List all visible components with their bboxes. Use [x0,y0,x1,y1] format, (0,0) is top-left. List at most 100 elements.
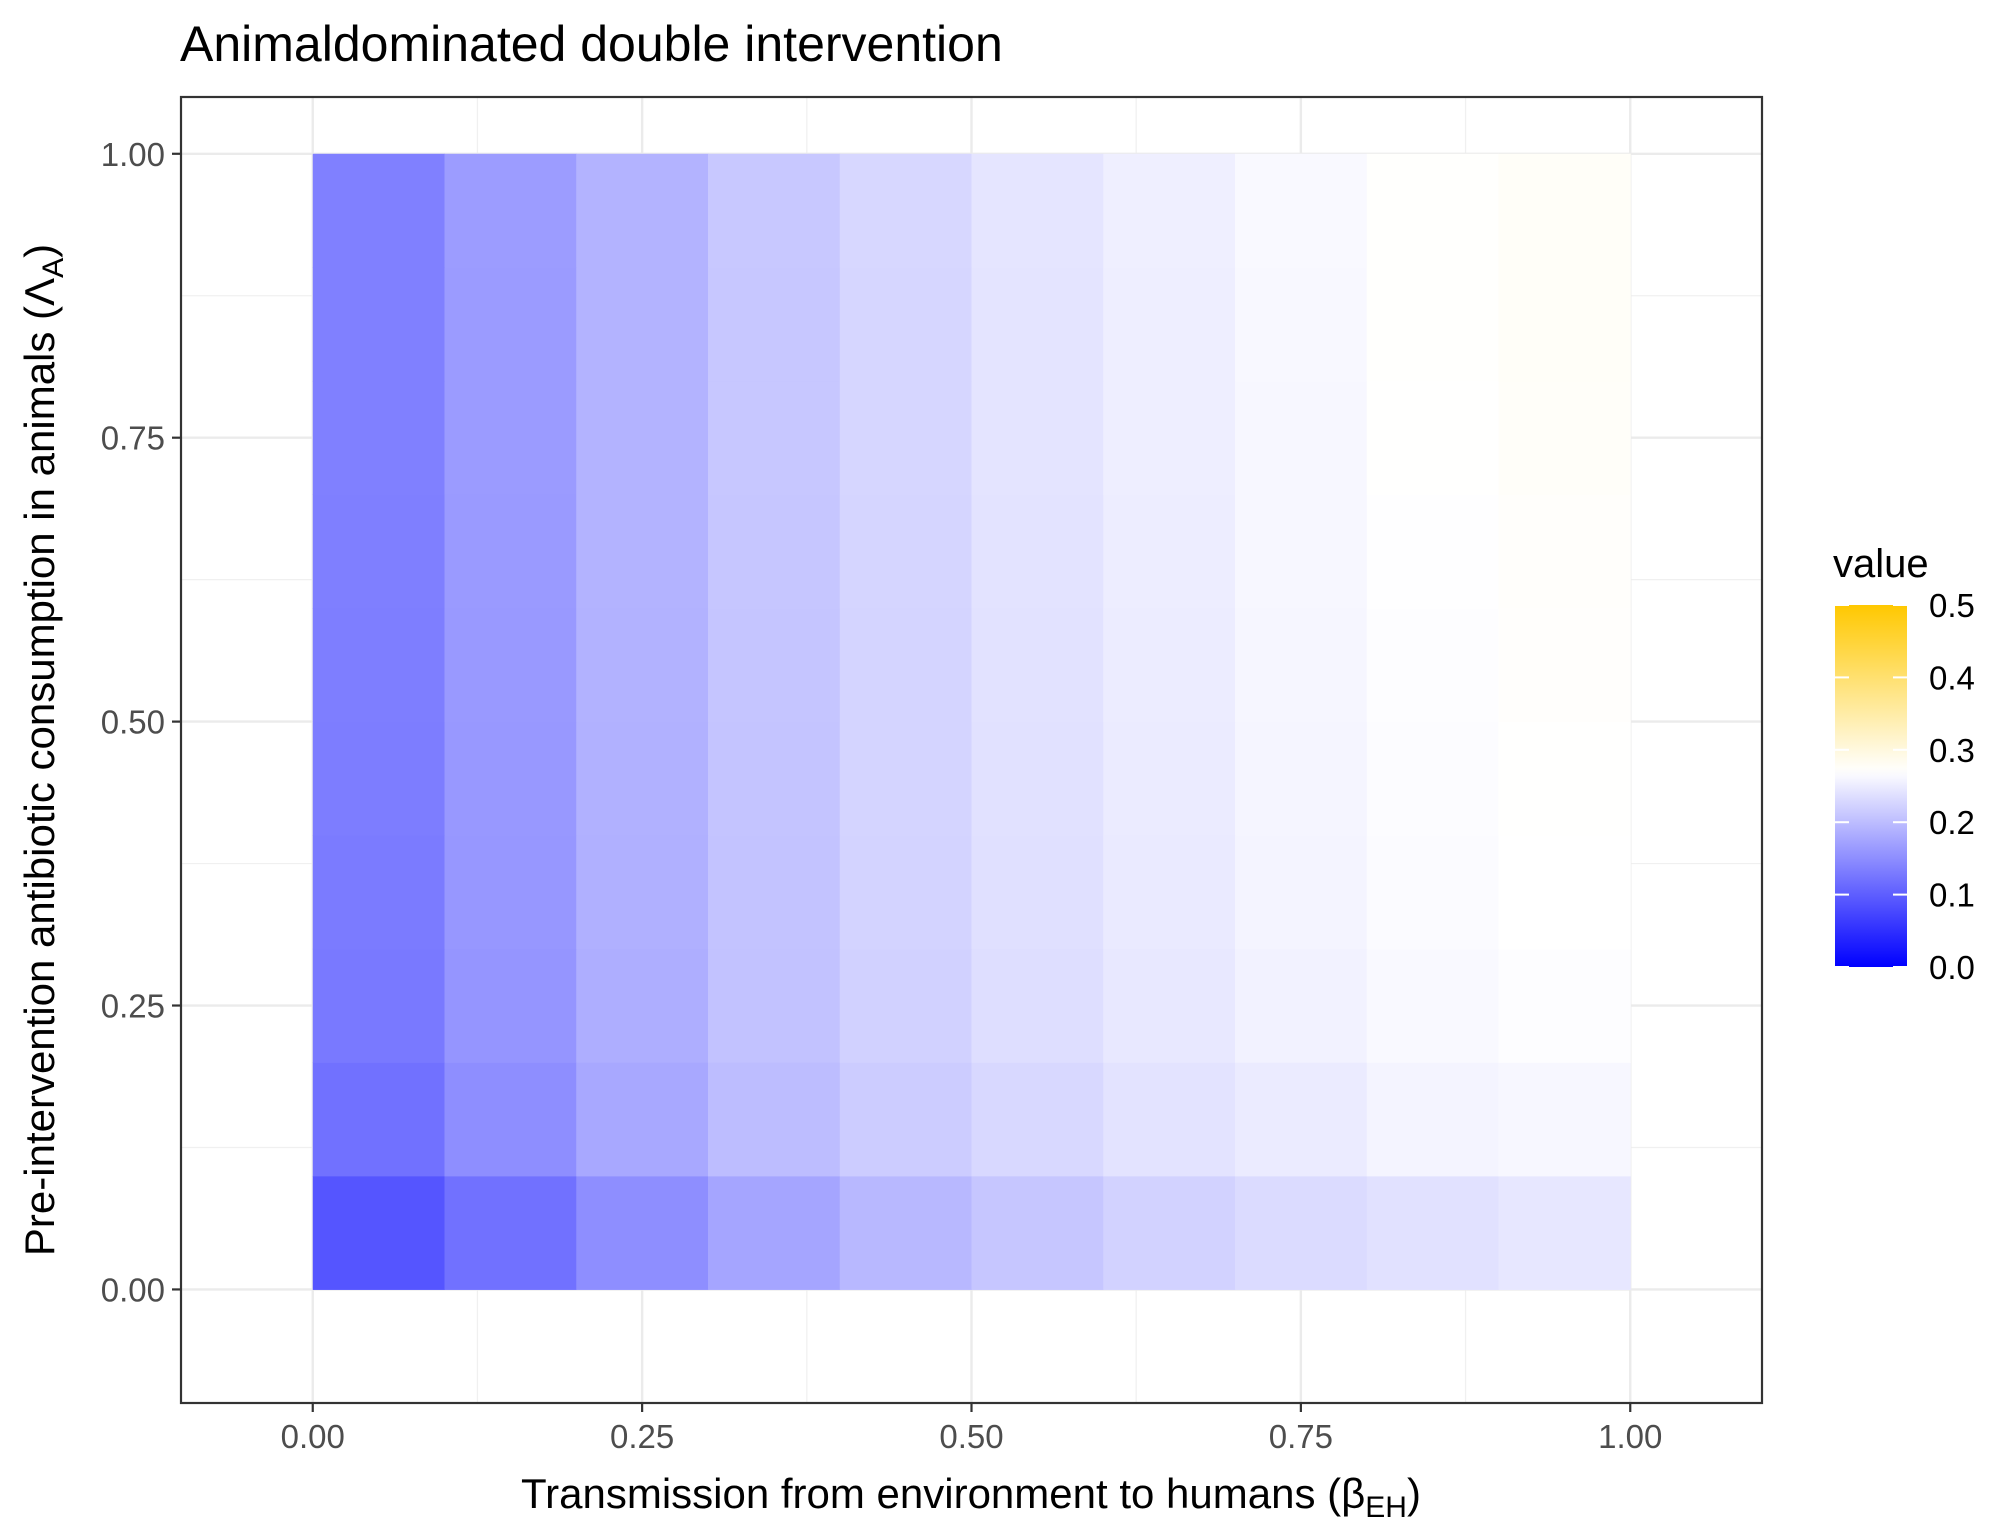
heatmap-cell [1366,153,1499,268]
legend-tick-label: 0.4 [1929,659,1975,696]
heatmap-cell [839,721,972,836]
heatmap-cell [971,494,1104,609]
heatmap-cell [1235,380,1368,495]
legend-ticks: 0.0 0.1 0.2 0.3 0.4 0.5 [1835,587,1975,986]
heatmap-cell [971,721,1104,836]
heatmap-cell [708,1062,841,1177]
chart-title: Animaldominated double intervention [180,16,1003,72]
heatmap-cell [1103,494,1236,609]
heatmap-cell [1366,1175,1499,1290]
heatmap-cell [1366,1062,1499,1177]
heatmap-cell [971,1062,1104,1177]
legend-tick-label: 0.0 [1929,949,1975,986]
x-axis: 0.00 0.25 0.50 0.75 1.00 [281,1403,1662,1455]
heatmap-cell [1235,267,1368,382]
heatmap-cell [1103,721,1236,836]
x-axis-title: Transmission from environment to humans … [521,1470,1421,1524]
heatmap-cell [312,721,445,836]
heatmap-cell [971,1175,1104,1290]
heatmap-cell [839,1062,972,1177]
heatmap-cell [1103,380,1236,495]
x-tick-label: 0.75 [1269,1418,1333,1455]
heatmap-cell [971,608,1104,723]
heatmap-cell [312,948,445,1063]
heatmap-cell [1235,153,1368,268]
heatmap-cell [444,608,577,723]
x-tick-label: 0.25 [610,1418,674,1455]
heatmap-cell [1103,267,1236,382]
heatmap-cell [708,494,841,609]
heatmap-cell [708,1175,841,1290]
heatmap-cell [312,835,445,950]
heatmap-cell [1235,608,1368,723]
heatmap-cell [444,1062,577,1177]
heatmap-cell [839,948,972,1063]
legend-tick-label: 0.2 [1929,804,1975,841]
heatmap-cell [576,721,709,836]
legend-title: value [1833,542,1929,586]
heatmap-cell [312,153,445,268]
heatmap-cell [576,1175,709,1290]
x-tick-label: 0.00 [281,1418,345,1455]
heatmap-cell [839,608,972,723]
heatmap-cell [839,494,972,609]
heatmap-cell [312,494,445,609]
heatmap-cell [971,267,1104,382]
heatmap-cell [708,267,841,382]
heatmap-cell [1103,835,1236,950]
heatmap-cell [708,835,841,950]
y-tick-label: 1.00 [101,136,165,173]
heatmap-cell [444,835,577,950]
heatmap-cell [576,835,709,950]
heatmap-cell [839,380,972,495]
heatmap-cell [1235,835,1368,950]
heatmap-cell [576,153,709,268]
heatmap-cell [576,608,709,723]
heatmap-cell [312,267,445,382]
heatmap-cell [444,721,577,836]
x-tick-label: 0.50 [939,1418,1003,1455]
x-axis-title-main: Transmission from environment to humans … [521,1470,1365,1517]
heatmap-cell [1235,948,1368,1063]
heatmap-cell [1498,835,1631,950]
heatmap-cell [1103,153,1236,268]
heatmap-cell [1366,494,1499,609]
heatmap-cell [1498,494,1631,609]
heatmap-cell [1103,608,1236,723]
heatmap-cell [839,267,972,382]
heatmap-cell [1103,948,1236,1063]
heatmap-cell [1498,380,1631,495]
legend-tick-label: 0.3 [1929,732,1975,769]
heatmap-cell [839,153,972,268]
heatmap-cell [1366,608,1499,723]
heatmap-cell [312,380,445,495]
heatmap-cell [1235,494,1368,609]
heatmap-cell [708,608,841,723]
heatmap-cell [576,267,709,382]
heatmap-cell [708,153,841,268]
legend-tick-label: 0.1 [1929,877,1975,914]
x-tick-label: 1.00 [1598,1418,1662,1455]
x-axis-title-close: ) [1407,1470,1421,1517]
heatmap-cell [576,494,709,609]
y-axis-title: Pre-intervention antibiotic consumption … [16,244,70,1256]
heatmap-cell [576,948,709,1063]
heatmap-cell [1103,1062,1236,1177]
y-axis-title-main: Pre-intervention antibiotic consumption … [16,278,63,1256]
x-axis-title-subscript: EH [1365,1491,1407,1524]
y-axis-title-subscript: A [37,258,70,278]
heatmap-cell [312,1062,445,1177]
heatmap-cell [839,1175,972,1290]
heatmap-cell [444,267,577,382]
heatmap-cell [1498,1062,1631,1177]
heatmap-cell [444,494,577,609]
heatmap-cell [1235,1175,1368,1290]
heatmap-cell [312,1175,445,1290]
heatmap-cell [1498,267,1631,382]
heatmap-cell [708,948,841,1063]
heatmap-cell [576,1062,709,1177]
y-tick-label: 0.75 [101,420,165,457]
heatmap-cell [312,608,445,723]
y-axis-title-close: ) [16,244,63,258]
